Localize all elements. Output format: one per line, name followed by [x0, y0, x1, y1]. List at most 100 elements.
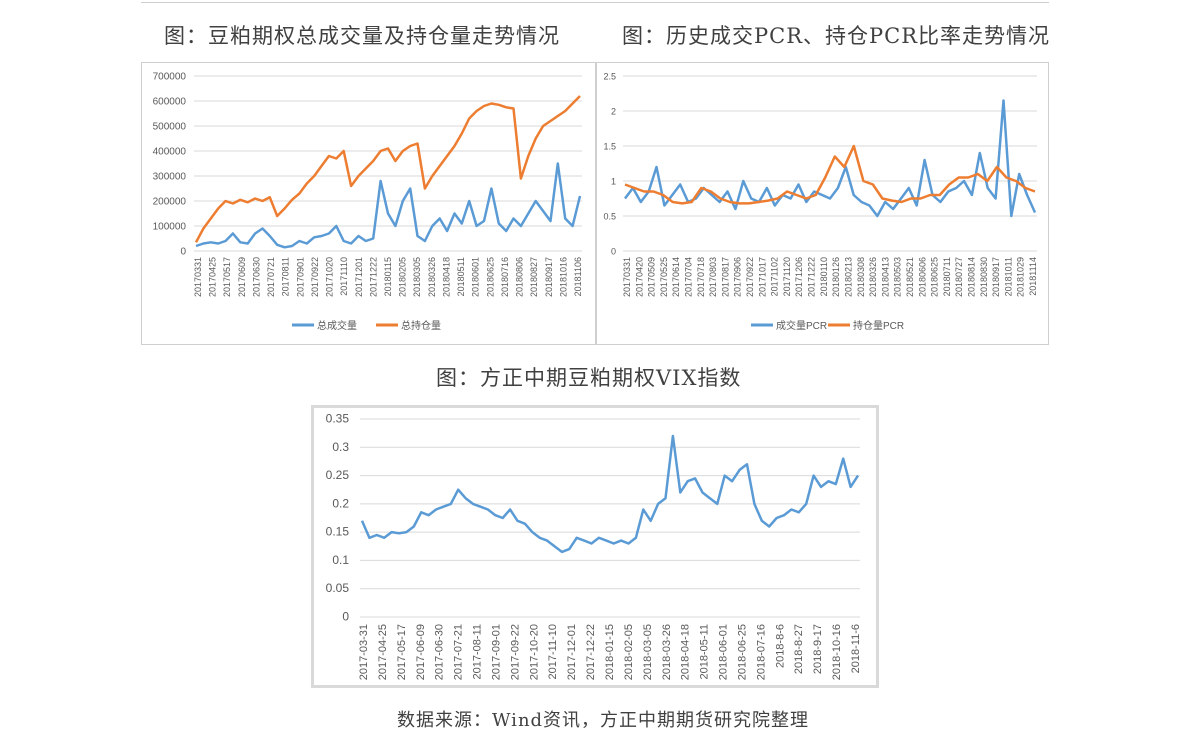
x-tick-label: 20171120	[782, 257, 792, 296]
x-tick-label: 2017-09-01	[490, 624, 502, 680]
x-tick-label: 20170922	[745, 257, 755, 297]
x-tick-label: 20180625	[485, 257, 495, 297]
x-tick-label: 20180326	[427, 257, 437, 297]
x-tick-label: 20180308	[856, 257, 866, 297]
x-tick-label: 2018-04-18	[680, 624, 692, 680]
x-tick-label: 20171206	[794, 257, 804, 297]
x-tick-label: 20170509	[647, 257, 657, 297]
y-tick-label: 0	[611, 247, 616, 257]
x-tick-label: 20180521	[905, 257, 915, 297]
x-tick-label: 20170906	[733, 257, 743, 297]
x-tick-label: 20170420	[634, 257, 644, 297]
x-tick-label: 20171020	[325, 257, 335, 297]
chart-vix: 0 0.05 0.1 0.15 0.2 0.25 0.3 0.35 2017-03-31 2017…	[326, 412, 862, 681]
x-tick-label: 20180601	[471, 257, 481, 297]
x-tick-label: 20180418	[441, 257, 451, 297]
x-tick-label: 2017-10-20	[528, 624, 540, 680]
x-tick-label: 2017-08-11	[472, 624, 484, 679]
x-tick-label: 2017-04-25	[377, 624, 389, 680]
x-tick-label: 20180326	[868, 257, 878, 297]
x-tick-label: 20180503	[893, 257, 903, 297]
x-tick-label: 20170803	[708, 257, 718, 297]
x-tick-label: 20181029	[1016, 257, 1026, 297]
x-tick-label: 2018-02-05	[623, 624, 635, 680]
x-tick-label: 20180806	[515, 257, 525, 297]
y-tick-label: 0.35	[326, 412, 350, 426]
top-divider	[141, 0, 1049, 3]
legend-label: 总成交量	[317, 319, 357, 332]
x-tick-label: 2017-06-30	[434, 624, 446, 680]
x-tick-label: 2017-12-22	[585, 624, 597, 680]
y-tick-label: 300000	[153, 172, 187, 183]
y-tick-label: 600000	[153, 97, 187, 108]
x-tick-label: 20181106	[573, 257, 583, 296]
x-tick-label: 20170525	[659, 257, 669, 297]
x-tick-label: 20180917	[991, 257, 1001, 297]
y-tick-label: 400000	[153, 147, 187, 158]
x-tick-label: 20171110	[339, 257, 349, 296]
legend-label: 总持仓量	[401, 319, 441, 332]
x-tick-label: 20180110	[819, 257, 829, 296]
series-line	[624, 99, 1037, 218]
series-line	[195, 162, 582, 249]
y-tick-label: 0	[180, 247, 186, 258]
series-line	[624, 144, 1036, 205]
y-tick-label: 1	[611, 177, 616, 187]
x-tick-label: 2017-11-10	[547, 624, 559, 679]
x-tick-label: 20180606	[917, 257, 927, 297]
y-tick-label: 0.05	[326, 581, 350, 595]
x-tick-label: 2018-03-26	[661, 624, 673, 680]
x-tick-label: 2018-06-25	[736, 624, 748, 680]
x-tick-label: 20170721	[266, 257, 276, 297]
y-tick-label: 200000	[153, 197, 187, 208]
x-tick-label: 20170718	[696, 257, 706, 297]
x-tick-label: 20170517	[222, 257, 232, 297]
x-tick-label: 20180625	[930, 257, 940, 297]
legend-label: 持仓量PCR	[853, 319, 904, 332]
y-tick-label: 0.15	[326, 525, 350, 539]
x-tick-label: 20170922	[310, 257, 320, 297]
y-tick-label: 2.5	[603, 72, 616, 82]
x-tick-label: 2018-01-15	[604, 624, 616, 680]
x-tick-label: 2017-06-09	[415, 624, 427, 680]
y-tick-label: 0.1	[332, 553, 349, 567]
y-tick-label: 700000	[153, 72, 187, 83]
chart-panel-vix: 0 0.05 0.1 0.15 0.2 0.25 0.3 0.35 2017-03-31 2017…	[311, 405, 879, 688]
x-tick-label: 2018-8-6	[774, 624, 786, 668]
caption-vix: 图：方正中期豆粕期权VIX指数	[436, 366, 742, 390]
y-tick-label: 500000	[153, 122, 187, 133]
data-source-note: 数据来源：Wind资讯，方正中期期货研究院整理	[397, 710, 810, 731]
x-tick-label: 2018-07-16	[755, 624, 767, 680]
x-tick-label: 20180716	[500, 257, 510, 297]
x-tick-label: 20180511	[456, 257, 466, 296]
x-tick-label: 2017-09-22	[509, 624, 521, 680]
x-tick-label: 20180115	[383, 257, 393, 296]
x-tick-label: 20180305	[412, 257, 422, 297]
x-tick-label: 2017-12-01	[566, 624, 578, 680]
x-tick-label: 2018-06-01	[718, 624, 730, 680]
y-tick-label: 0.25	[326, 468, 350, 482]
x-tick-label: 20171017	[757, 257, 767, 297]
x-tick-label: 20181011	[1003, 257, 1013, 296]
x-tick-label: 20180711	[942, 257, 952, 296]
x-tick-label: 20170331	[622, 257, 632, 297]
x-tick-label: 20171222	[368, 257, 378, 297]
y-tick-label: 2	[611, 107, 616, 117]
caption-pcr: 图：历史成交PCR、持仓PCR比率走势情况	[622, 24, 1051, 48]
x-tick-label: 20170614	[671, 257, 681, 297]
x-tick-label: 2017-05-17	[396, 624, 408, 680]
y-tick-label: 0.2	[332, 496, 349, 510]
x-tick-label: 20170425	[208, 257, 218, 297]
x-tick-label: 2018-9-17	[812, 624, 824, 674]
x-tick-label: 2018-05-11	[699, 624, 711, 679]
legend-label: 成交量PCR	[776, 319, 827, 332]
y-tick-label: 1.5	[603, 142, 616, 152]
x-tick-label: 20180413	[880, 257, 890, 297]
x-tick-label: 2017-07-21	[453, 624, 465, 680]
x-tick-label: 20171222	[807, 257, 817, 297]
x-tick-label: 20170901	[295, 257, 305, 297]
x-tick-label: 2018-11-6	[850, 624, 862, 673]
y-tick-label: 0.3	[332, 440, 349, 454]
y-tick-label: 0	[342, 610, 349, 624]
x-tick-label: 20170609	[237, 257, 247, 297]
